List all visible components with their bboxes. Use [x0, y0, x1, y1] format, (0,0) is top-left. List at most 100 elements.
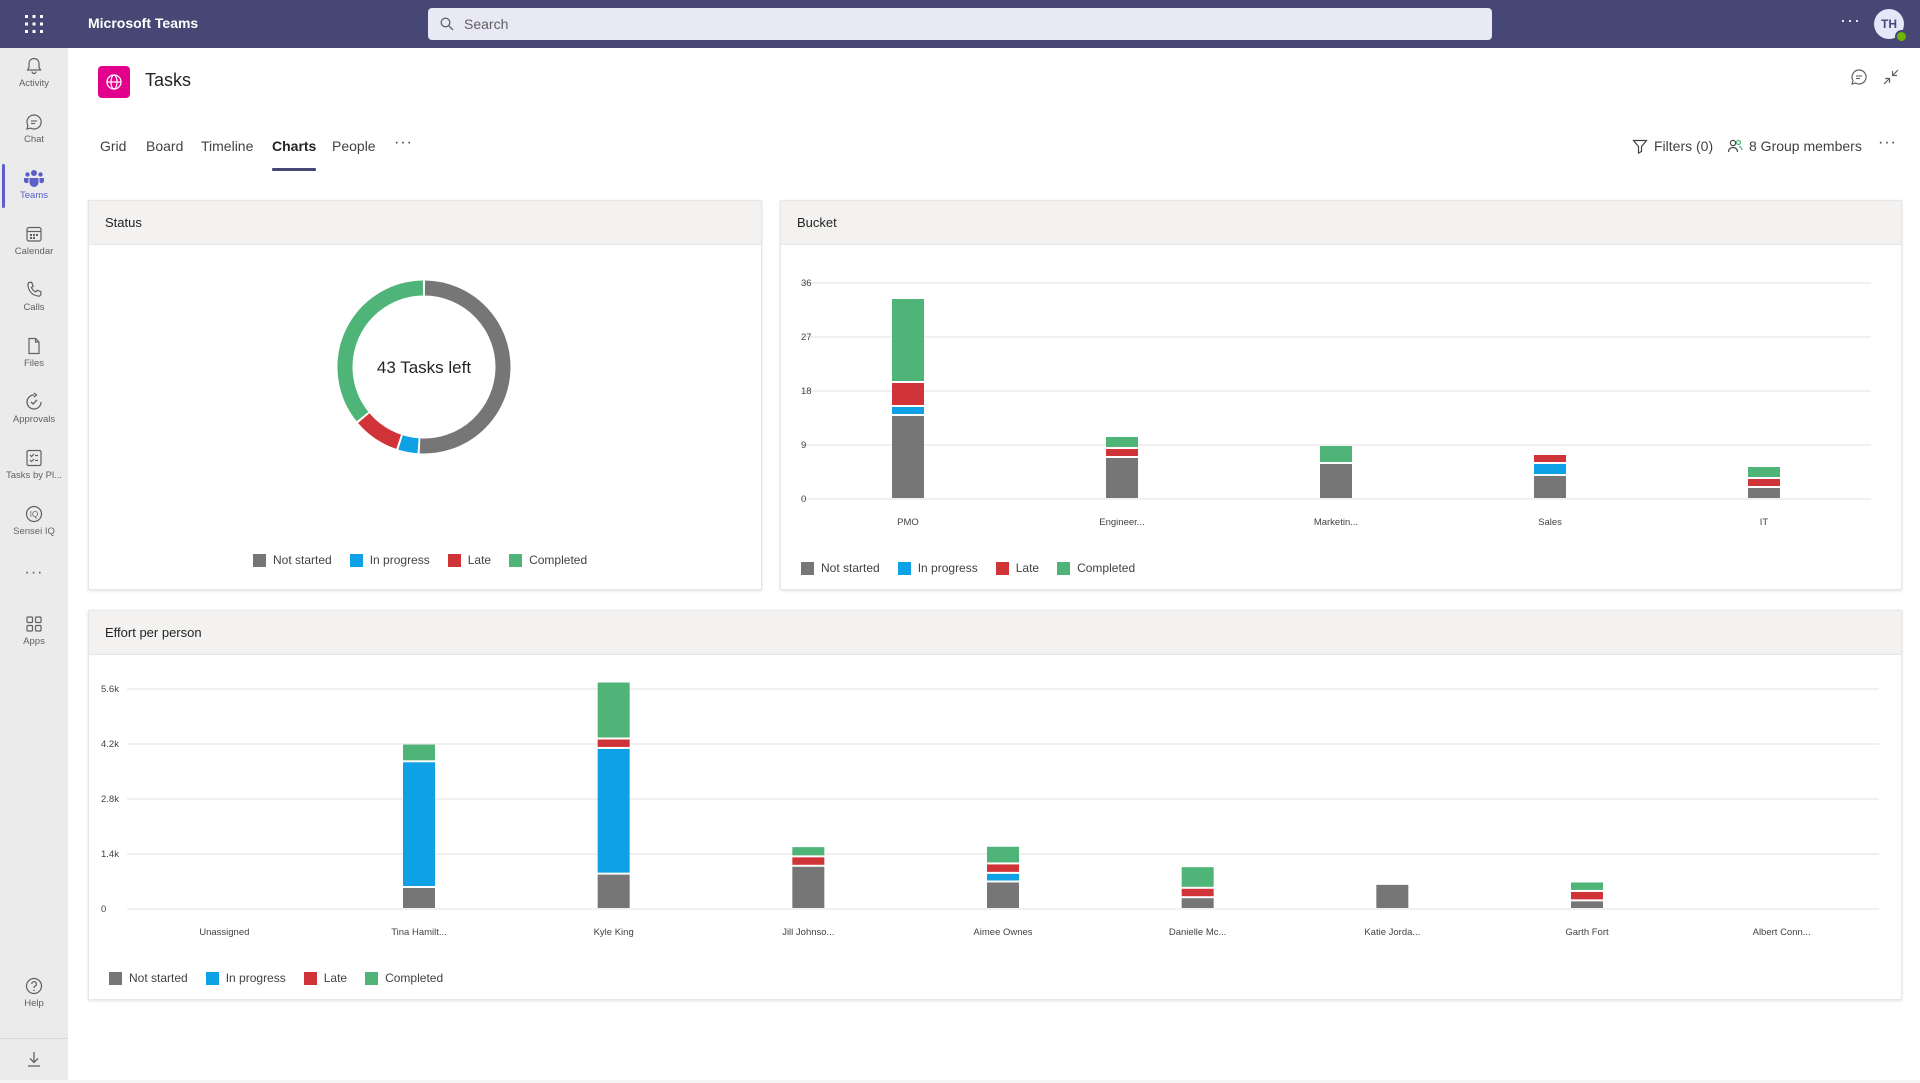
bar-late-it[interactable]: [1748, 479, 1780, 486]
bar-in-progress-aimee-ownes[interactable]: [987, 873, 1019, 881]
tabs-more-button[interactable]: ···: [394, 134, 413, 151]
bar-not-started-jill-johnso[interactable]: [792, 866, 825, 908]
search-input[interactable]: [462, 15, 1366, 33]
bar-in-progress-sales[interactable]: [1534, 464, 1566, 474]
rail-item-calendar[interactable]: Calendar: [0, 224, 68, 278]
approvals-icon: [26, 392, 42, 410]
rail-item-approvals[interactable]: Approvals: [0, 392, 68, 446]
rail-item-help[interactable]: Help: [0, 976, 68, 1030]
tab-people[interactable]: People: [332, 138, 376, 154]
y-tick-label: 27: [801, 332, 812, 343]
rail-item-activity[interactable]: Activity: [0, 56, 68, 110]
y-tick-label: 0: [801, 494, 806, 505]
toolbar-more-button[interactable]: ···: [1878, 134, 1897, 151]
tab-charts[interactable]: Charts: [272, 138, 317, 154]
bar-not-started-tina-hamilt[interactable]: [403, 888, 435, 908]
rail-item-teams[interactable]: Teams: [0, 164, 68, 222]
bar-in-progress-tina-hamilt[interactable]: [403, 762, 435, 886]
bar-not-started-danielle-mc[interactable]: [1181, 898, 1214, 908]
rail-item-apps[interactable]: Apps: [0, 614, 68, 668]
charts-content: Status 43 Tasks left Not started In prog…: [68, 178, 1920, 1080]
top-bar: Microsoft Teams ··· TH: [0, 0, 1920, 48]
donut-slice-in-progress[interactable]: [398, 435, 419, 454]
active-tab-indicator: [272, 168, 316, 171]
bar-late-sales[interactable]: [1534, 455, 1566, 462]
app-launcher-icon[interactable]: [22, 12, 46, 36]
page-title: Tasks: [145, 70, 192, 90]
bar-late-garth-fort[interactable]: [1571, 891, 1603, 900]
legend-label: Not started: [273, 553, 332, 567]
card-header: Effort per person: [89, 611, 1901, 655]
settings-more-button[interactable]: ···: [1840, 10, 1861, 30]
bar-not-started-marketin[interactable]: [1320, 464, 1352, 498]
bar-late-jill-johnso[interactable]: [792, 857, 825, 865]
search-box[interactable]: [428, 8, 1492, 40]
rail-more-apps-button[interactable]: ···: [0, 564, 68, 588]
bar-completed-danielle-mc[interactable]: [1181, 867, 1214, 887]
x-tick-label: Tina Hamilt...: [391, 927, 447, 938]
conversation-icon[interactable]: [1850, 68, 1868, 86]
rail-label: Tasks by Pl...: [6, 470, 62, 481]
bar-not-started-pmo[interactable]: [892, 416, 924, 498]
bar-late-engineer[interactable]: [1106, 449, 1138, 456]
donut-slice-late[interactable]: [358, 413, 402, 449]
bar-completed-it[interactable]: [1748, 467, 1780, 477]
collapse-icon[interactable]: [1882, 68, 1900, 86]
bar-not-started-katie-jorda[interactable]: [1376, 884, 1409, 908]
rail-label: Activity: [18, 78, 50, 89]
tab-timeline[interactable]: Timeline: [201, 138, 254, 154]
rail-item-chat[interactable]: Chat: [0, 112, 68, 166]
group-members-button[interactable]: 8 Group members: [1727, 138, 1862, 154]
chat-icon: [26, 114, 42, 130]
legend-label: Late: [467, 553, 492, 567]
active-indicator: [2, 164, 5, 208]
rail-item-calls[interactable]: Calls: [0, 280, 68, 334]
card-title: Effort per person: [105, 625, 202, 640]
bar-not-started-kyle-king[interactable]: [597, 874, 630, 908]
bar-in-progress-pmo[interactable]: [892, 407, 924, 414]
bar-late-pmo[interactable]: [892, 383, 924, 405]
bar-not-started-aimee-ownes[interactable]: [987, 882, 1019, 909]
effort-bar-chart: 5.6k 4.2k 2.8k 1.4k 0 Unassigned Tina Hamilt..…: [101, 682, 1879, 938]
bar-completed-engineer[interactable]: [1106, 437, 1138, 447]
bar-completed-jill-johnso[interactable]: [792, 847, 825, 856]
x-tick-label: Aimee Ownes: [973, 927, 1032, 938]
bar-not-started-it[interactable]: [1748, 488, 1780, 498]
tasks-app-icon: [98, 66, 130, 98]
rail-item-sensei-iq[interactable]: IQ Sensei IQ: [0, 504, 68, 558]
bar-completed-tina-hamilt[interactable]: [403, 744, 435, 761]
bar-not-started-garth-fort[interactable]: [1571, 901, 1603, 908]
bucket-bar-chart: 36 27 18 9 0 PMO Engineer... Marketin... Sales IT: [801, 278, 1871, 528]
bar-late-kyle-king[interactable]: [597, 739, 630, 747]
donut-slice-completed[interactable]: [337, 280, 424, 422]
legend-label: Late: [1015, 561, 1040, 575]
bar-not-started-sales[interactable]: [1534, 476, 1566, 498]
apps-icon: [26, 616, 42, 632]
bar-in-progress-kyle-king[interactable]: [597, 748, 630, 873]
app-header: Tasks: [68, 48, 1920, 111]
legend-item-late: Late: [447, 553, 492, 567]
legend-swatch: [365, 971, 379, 985]
donut-slice-not-started[interactable]: [419, 280, 511, 454]
filters-button[interactable]: Filters (0): [1632, 138, 1713, 154]
legend-item-not-started: Not started: [253, 553, 332, 567]
status-card: Status 43 Tasks left Not started In prog…: [88, 200, 762, 590]
bar-late-aimee-ownes[interactable]: [987, 864, 1019, 872]
bar-completed-aimee-ownes[interactable]: [987, 846, 1019, 863]
tab-grid[interactable]: Grid: [100, 138, 127, 154]
bar-completed-kyle-king[interactable]: [597, 682, 630, 738]
bar-not-started-engineer[interactable]: [1106, 458, 1138, 498]
bar-completed-marketin[interactable]: [1320, 446, 1352, 462]
bar-late-danielle-mc[interactable]: [1181, 888, 1214, 897]
x-tick-label: Jill Johnso...: [782, 927, 834, 938]
download-button[interactable]: [0, 1038, 68, 1083]
rail-item-files[interactable]: Files: [0, 336, 68, 390]
bar-completed-pmo[interactable]: [892, 299, 924, 381]
rail-item-tasks[interactable]: Tasks by Pl...: [0, 448, 68, 502]
more-icon: ···: [24, 564, 44, 581]
bar-completed-garth-fort[interactable]: [1571, 882, 1603, 890]
legend-swatch: [205, 971, 219, 985]
tab-board[interactable]: Board: [146, 138, 184, 154]
legend-swatch: [109, 971, 122, 985]
avatar[interactable]: TH: [1874, 9, 1904, 39]
